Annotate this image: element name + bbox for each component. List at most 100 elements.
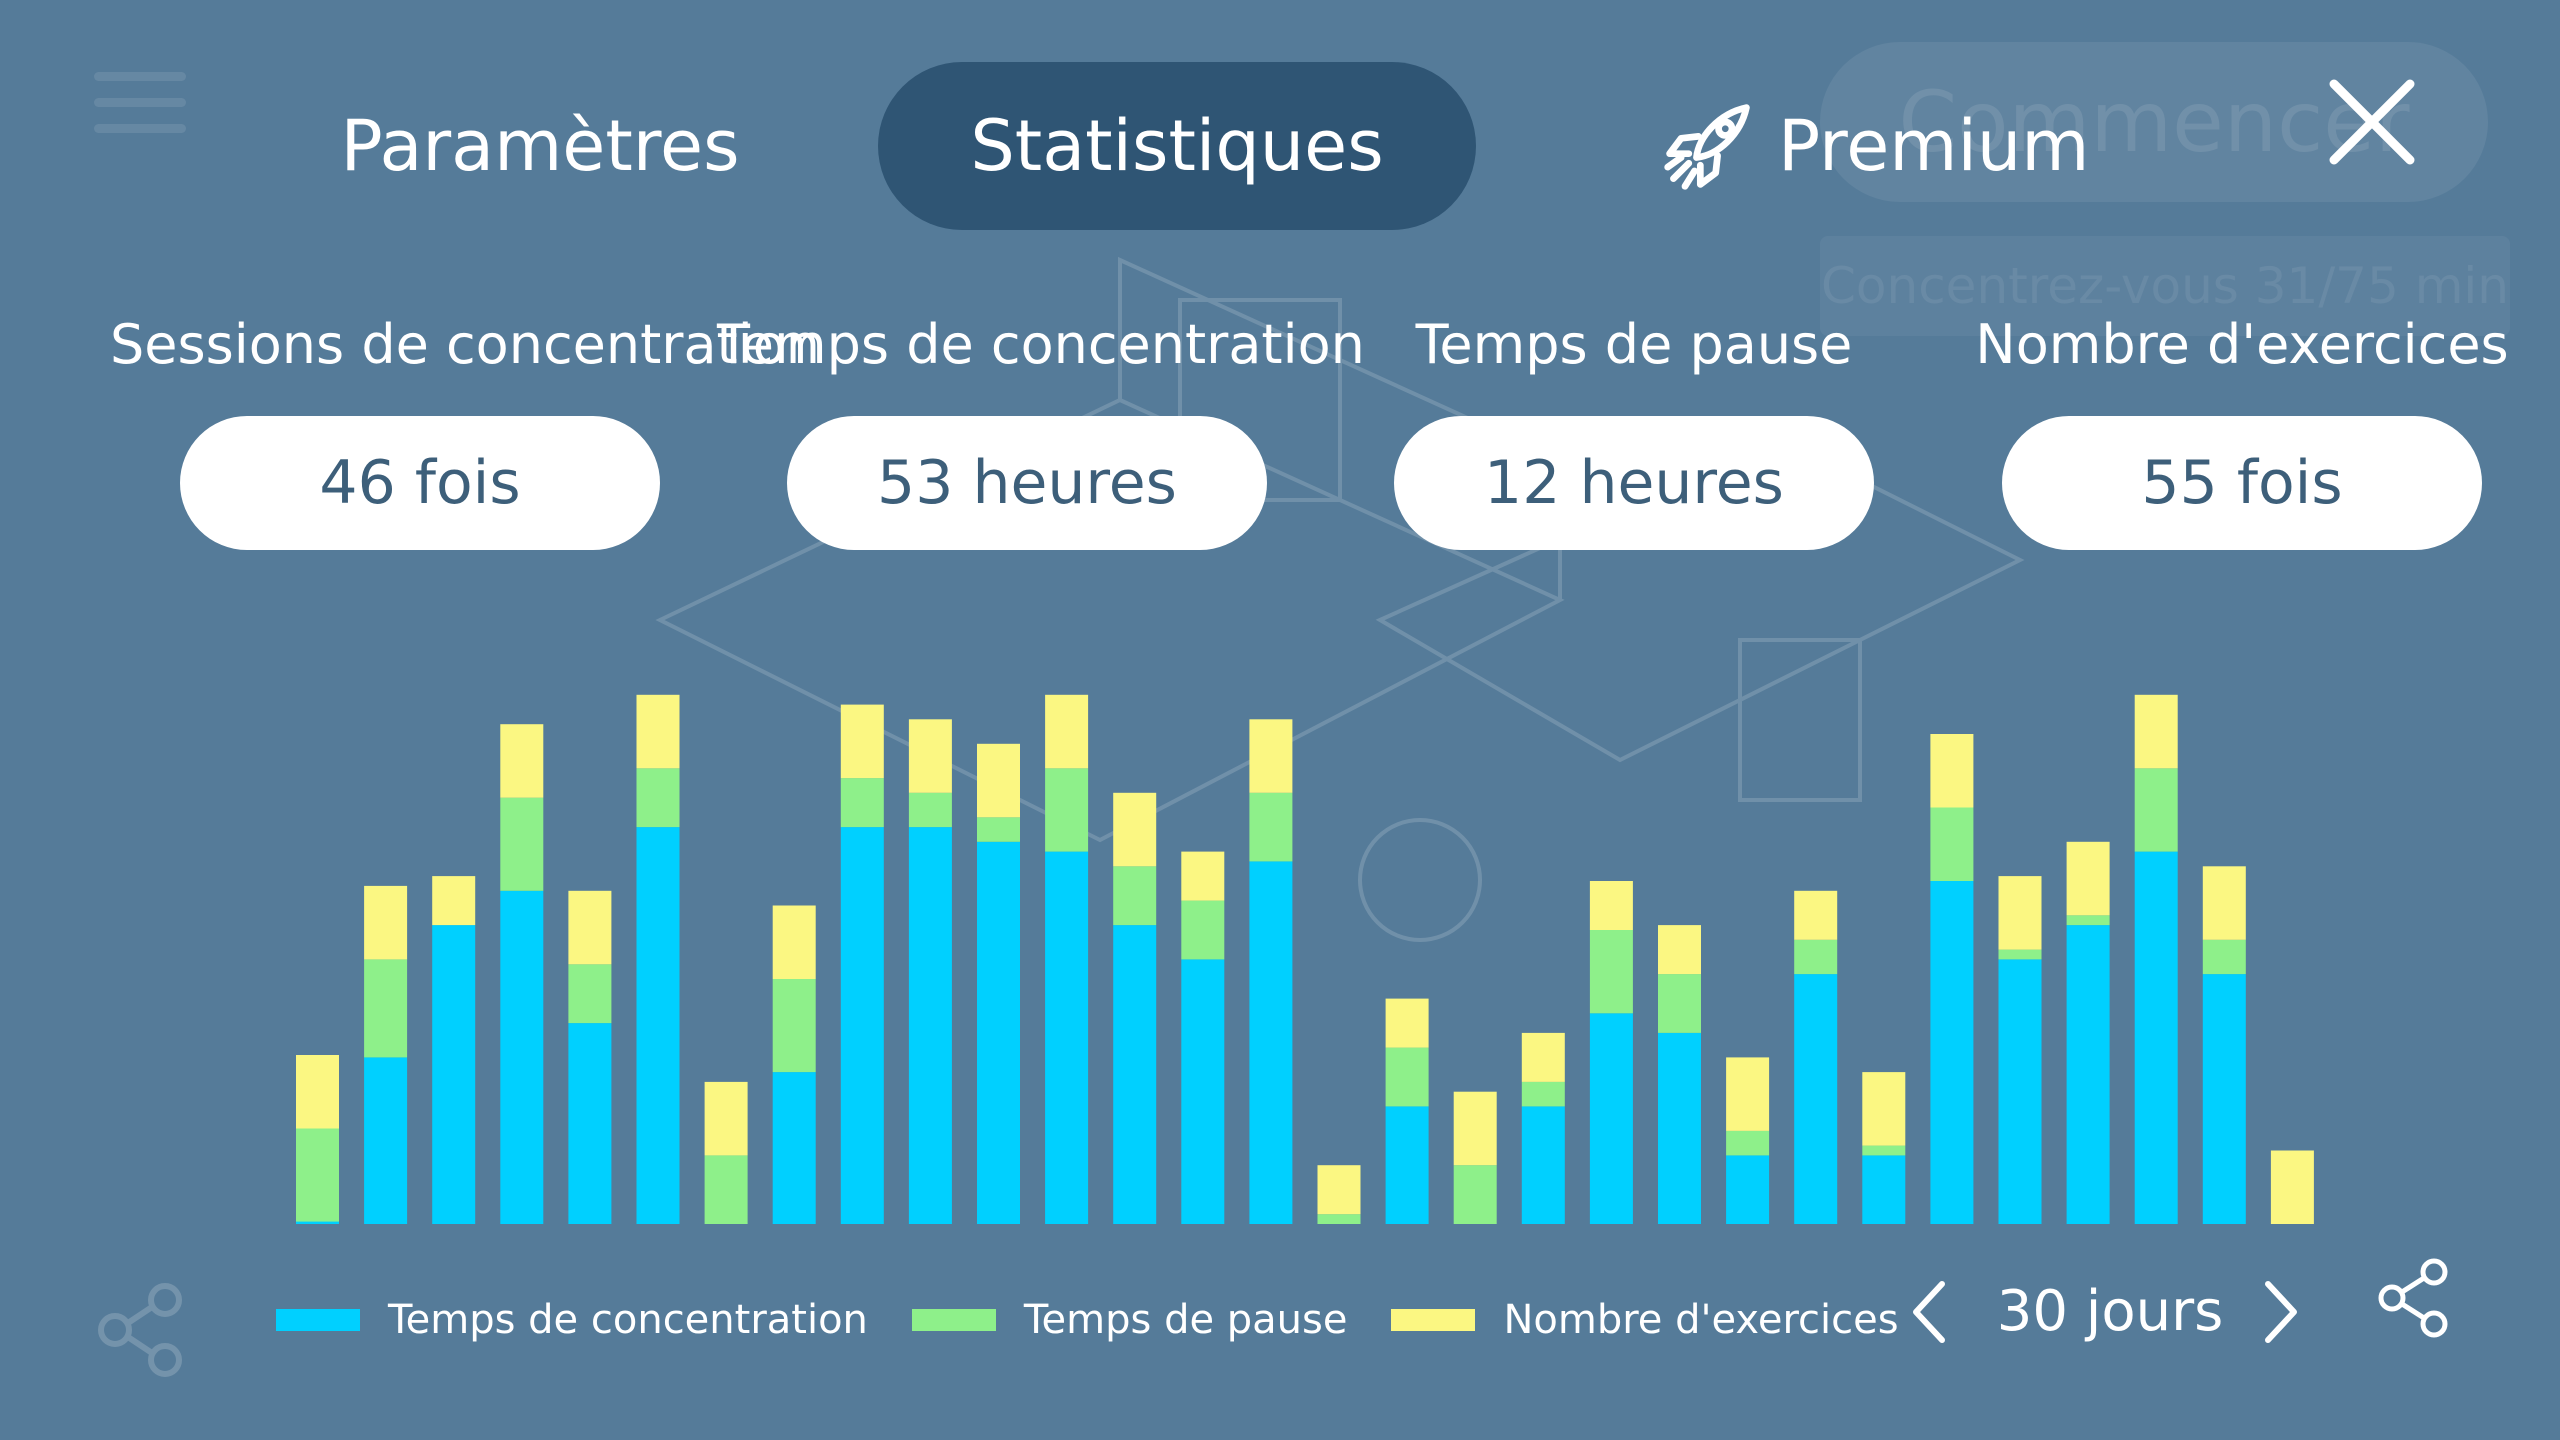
bar-segment-break: [636, 768, 680, 828]
bar-segment-focus: [568, 1023, 612, 1224]
range-selector: 30 jours: [1900, 1262, 2320, 1362]
bar-segment-exercises: [1589, 881, 1633, 930]
bar-segment-focus: [500, 890, 544, 1224]
bar-group-day-23: [1794, 890, 1838, 1224]
bar-segment-break: [772, 979, 816, 1073]
bar-group-day-20: [1589, 881, 1633, 1224]
bar-segment-focus: [1658, 1032, 1701, 1224]
bar-segment-break: [296, 1128, 339, 1222]
bar-segment-focus: [1181, 959, 1225, 1224]
bar-group-day-17: [1385, 998, 1429, 1224]
legend-swatch-exercises: [1391, 1309, 1476, 1331]
bar-group-day-6: [636, 694, 680, 1224]
bar-segment-exercises: [2066, 841, 2110, 916]
bar-group-day-26: [1998, 876, 2042, 1224]
bar-segment-exercises: [2202, 866, 2246, 940]
chevron-right-icon[interactable]: [2250, 1276, 2310, 1348]
share-icon[interactable]: [2372, 1256, 2456, 1340]
bar-segment-exercises: [772, 905, 816, 979]
bar-segment-focus: [772, 1072, 816, 1224]
bar-segment-focus: [636, 827, 680, 1224]
legend-swatch-break: [911, 1309, 996, 1331]
legend-swatch-focus: [276, 1309, 360, 1331]
bar-segment-exercises: [1521, 1032, 1565, 1082]
legend-label: Temps de concentration: [388, 1297, 868, 1343]
bar-segment-exercises: [1726, 1057, 1770, 1131]
bar-segment-break: [364, 959, 408, 1058]
bar-group-day-24: [1862, 1072, 1906, 1224]
bar-segment-exercises: [908, 719, 952, 793]
bar-segment-break: [1862, 1145, 1906, 1156]
bar-group-day-15: [1249, 719, 1293, 1224]
bar-segment-break: [1589, 930, 1633, 1014]
bar-segment-exercises: [1045, 694, 1089, 769]
close-icon[interactable]: [2322, 72, 2422, 172]
bar-segment-focus: [977, 841, 1020, 1224]
background-start-button: Commencer: [1820, 42, 2488, 202]
bar-segment-break: [1726, 1130, 1770, 1156]
stat-exercise-count: Nombre d'exercices 55 fois: [1932, 300, 2552, 550]
bar-segment-focus: [1385, 1106, 1429, 1224]
bar-segment-focus: [1521, 1106, 1565, 1224]
stat-label: Nombre d'exercices: [1975, 313, 2509, 376]
legend-item-break: Temps de pause: [911, 1297, 1347, 1343]
stat-value: 55 fois: [2002, 416, 2482, 550]
bar-segment-break: [2134, 768, 2178, 852]
bar-group-day-9: [840, 704, 884, 1224]
bar-segment-break: [977, 817, 1020, 842]
stat-value: 53 heures: [787, 416, 1267, 550]
bar-segment-focus: [296, 1221, 339, 1224]
bar-segment-break: [840, 778, 884, 828]
bar-group-day-16: [1317, 1165, 1361, 1224]
bar-segment-exercises: [568, 890, 612, 965]
bar-segment-focus: [1113, 925, 1157, 1224]
bar-segment-break: [1181, 900, 1225, 960]
bar-group-day-22: [1726, 1057, 1770, 1224]
bar-segment-exercises: [2134, 694, 2178, 769]
bar-segment-exercises: [1658, 925, 1701, 975]
bar-segment-break: [1045, 768, 1089, 852]
bar-group-day-13: [1113, 792, 1157, 1224]
bar-segment-focus: [2134, 851, 2178, 1224]
stat-focus-time: Temps de concentration 53 heures: [717, 300, 1365, 550]
bar-segment-exercises: [977, 743, 1020, 818]
bar-segment-exercises: [1317, 1165, 1361, 1215]
bar-segment-break: [1317, 1214, 1361, 1224]
stat-value: 12 heures: [1394, 416, 1874, 550]
bar-segment-focus: [908, 827, 952, 1224]
bar-segment-break: [2066, 915, 2110, 926]
bar-group-day-29: [2202, 866, 2246, 1224]
bar-group-day-12: [1045, 694, 1089, 1224]
chevron-left-icon[interactable]: [1900, 1276, 1960, 1348]
range-label: 30 jours: [1996, 1279, 2224, 1344]
bar-segment-break: [908, 792, 952, 828]
bar-group-day-1: [296, 1055, 339, 1224]
rocket-icon: [1664, 104, 1750, 190]
bar-segment-break: [704, 1155, 748, 1224]
bar-group-day-8: [772, 905, 816, 1224]
bar-segment-exercises: [1181, 851, 1225, 901]
tab-premium[interactable]: Premium: [1660, 62, 2110, 230]
bar-segment-focus: [1794, 974, 1838, 1224]
bar-segment-focus: [1045, 851, 1089, 1224]
tab-settings[interactable]: Paramètres: [340, 105, 740, 187]
bar-group-day-27: [2066, 841, 2110, 1224]
bar-segment-exercises: [296, 1055, 339, 1129]
stat-break-time: Temps de pause 12 heures: [1324, 300, 1944, 550]
bar-segment-exercises: [500, 724, 544, 798]
bar-segment-exercises: [704, 1081, 748, 1156]
bar-group-day-18: [1453, 1091, 1497, 1224]
bar-group-day-5: [568, 890, 612, 1224]
bar-segment-exercises: [1385, 998, 1429, 1048]
tab-statistics[interactable]: Statistiques: [878, 62, 1476, 230]
bar-segment-break: [1249, 792, 1293, 862]
bar-group-day-19: [1521, 1032, 1565, 1224]
bar-group-day-14: [1181, 851, 1225, 1224]
bar-segment-exercises: [1794, 890, 1838, 940]
tab-premium-label: Premium: [1778, 105, 2090, 187]
bar-segment-exercises: [1249, 719, 1293, 793]
bar-segment-exercises: [1930, 734, 1974, 808]
stat-label: Sessions de concentration: [110, 313, 820, 376]
